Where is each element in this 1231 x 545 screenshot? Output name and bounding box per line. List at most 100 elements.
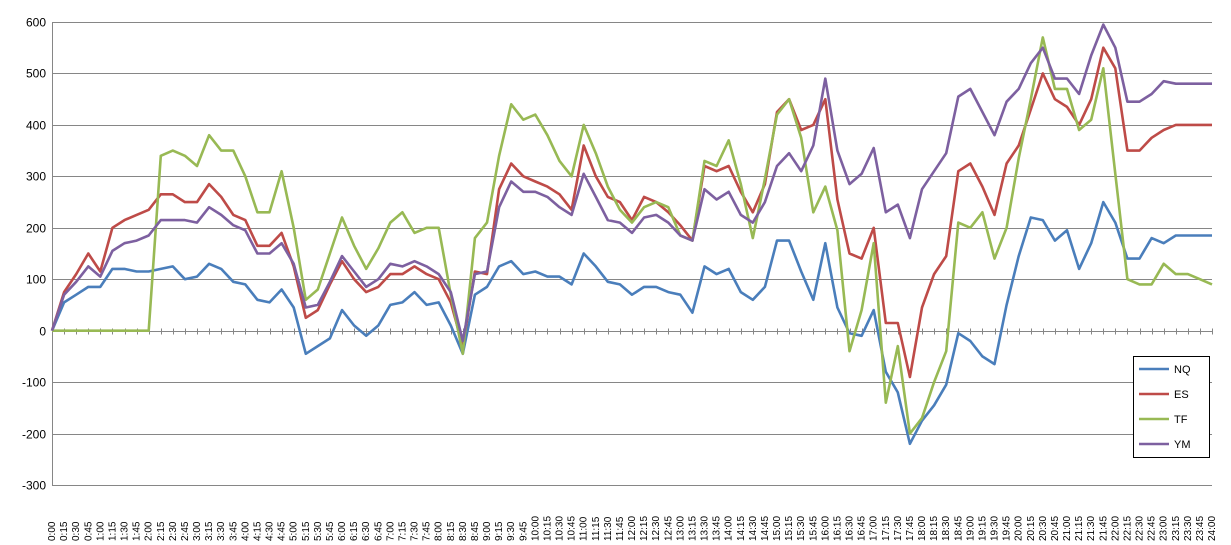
x-tick-label: 13:30 (700, 516, 711, 541)
x-tick-label: 18:00 (917, 516, 928, 541)
legend: NQ ES TF YM (1133, 356, 1210, 458)
x-axis: 0:00 0:15 0:30 0:45 1:00 1:15 1:30 1:45 2:00 2:15… (47, 328, 1218, 541)
x-tick-label: 16:15 (832, 516, 843, 541)
x-tick-label: 4:30 (265, 521, 276, 541)
x-tick-label: 15:15 (784, 516, 795, 541)
x-tick-label: 4:00 (240, 521, 251, 541)
x-tick-label: 12:45 (663, 516, 674, 541)
x-tick-label: 5:00 (289, 521, 300, 541)
x-tick-label: 13:45 (712, 516, 723, 541)
x-tick-label: 20:15 (1026, 516, 1037, 541)
x-tick-label: 17:30 (893, 516, 904, 541)
x-tick-label: 0:45 (83, 521, 94, 541)
x-tick-label: 15:45 (808, 516, 819, 541)
x-tick-label: 2:15 (156, 521, 167, 541)
x-tick-label: 7:15 (397, 521, 408, 541)
series-line-tf (52, 36, 1213, 435)
x-tick-label: 7:30 (410, 521, 421, 541)
series-line-es (50, 46, 1212, 379)
x-tick-label: 9:15 (494, 521, 505, 541)
x-tick-label: 5:30 (313, 521, 324, 541)
x-tick-label: 17:15 (881, 516, 892, 541)
x-tick-label: 0:15 (59, 521, 70, 541)
x-tick-label: 22:30 (1135, 516, 1146, 541)
y-tick-label: 600 (26, 16, 46, 30)
x-tick-label: 1:30 (120, 521, 131, 541)
x-tick-label: 19:00 (965, 516, 976, 541)
y-tick-label: 300 (26, 170, 46, 184)
x-tick-label: 14:45 (760, 516, 771, 541)
x-tick-label: 2:00 (144, 521, 155, 541)
legend-label: ES (1174, 389, 1189, 401)
x-tick-label: 9:00 (482, 521, 493, 541)
x-tick-label: 23:45 (1195, 516, 1206, 541)
y-axis: -300 -200 -100 0 100 200 300 400 500 600 (22, 16, 53, 493)
x-tick-label: 10:15 (542, 516, 553, 541)
x-tick-label: 6:45 (373, 521, 384, 541)
x-tick-label: 14:30 (748, 516, 759, 541)
legend-box (1133, 356, 1210, 458)
x-tick-label: 4:15 (252, 521, 263, 541)
x-tick-label: 13:00 (675, 516, 686, 541)
x-tick-label: 9:45 (518, 521, 529, 541)
x-tick-label: 16:00 (820, 516, 831, 541)
x-tick-label: 15:00 (772, 516, 783, 541)
x-tick-label: 18:15 (929, 516, 940, 541)
x-tick-label: 3:30 (216, 521, 227, 541)
x-tick-label: 23:15 (1171, 516, 1182, 541)
series-line-nq (50, 200, 1212, 446)
x-tick-label: 22:00 (1110, 516, 1121, 541)
x-tick-label: 11:00 (579, 516, 590, 541)
x-tick-label: 21:30 (1086, 516, 1097, 541)
x-tick-label: 8:00 (434, 521, 445, 541)
y-tick-label: -200 (22, 428, 46, 442)
y-tick-label: -300 (22, 479, 46, 493)
x-tick-label: 16:30 (845, 516, 856, 541)
y-tick-label: -100 (22, 376, 46, 390)
legend-label: NQ (1174, 364, 1191, 376)
x-tick-label: 10:45 (567, 516, 578, 541)
x-tick-label: 11:15 (591, 516, 602, 541)
y-tick-label: 500 (26, 67, 46, 81)
x-tick-label: 15:30 (796, 516, 807, 541)
x-tick-label: 0:30 (71, 521, 82, 541)
x-tick-label: 20:45 (1050, 516, 1061, 541)
x-tick-label: 22:15 (1122, 516, 1133, 541)
x-tick-label: 21:00 (1062, 516, 1073, 541)
legend-label: TF (1174, 414, 1188, 426)
x-tick-label: 9:30 (506, 521, 517, 541)
x-tick-label: 6:15 (349, 521, 360, 541)
x-tick-label: 3:45 (228, 521, 239, 541)
x-tick-label: 19:45 (1002, 516, 1013, 541)
x-tick-label: 20:30 (1038, 516, 1049, 541)
y-tick-label: 400 (26, 119, 46, 133)
x-tick-label: 21:15 (1074, 516, 1085, 541)
x-tick-label: 12:15 (639, 516, 650, 541)
x-tick-label: 8:30 (458, 521, 469, 541)
x-tick-label: 10:30 (555, 516, 566, 541)
series-line-ym (50, 23, 1212, 343)
y-tick-label: 100 (26, 273, 46, 287)
x-tick-label: 1:45 (132, 521, 143, 541)
x-tick-label: 7:00 (385, 521, 396, 541)
x-tick-label: 11:30 (603, 516, 614, 541)
x-tick-label: 18:30 (941, 516, 952, 541)
x-tick-label: 14:00 (724, 516, 735, 541)
x-tick-label: 6:00 (337, 521, 348, 541)
x-tick-label: 5:15 (301, 521, 312, 541)
x-tick-label: 8:15 (446, 521, 457, 541)
x-tick-label: 3:00 (192, 521, 203, 541)
x-tick-label: 13:15 (687, 516, 698, 541)
x-tick-label: 3:15 (204, 521, 215, 541)
x-tick-label: 5:45 (325, 521, 336, 541)
x-tick-label: 2:45 (180, 521, 191, 541)
x-tick-label: 7:45 (422, 521, 433, 541)
x-tick-label: 14:15 (736, 516, 747, 541)
y-tick-label: 0 (39, 325, 46, 339)
x-tick-label: 6:30 (361, 521, 372, 541)
x-tick-label: 12:30 (651, 516, 662, 541)
x-tick-label: 19:30 (990, 516, 1001, 541)
x-tick-label: 0:00 (47, 521, 58, 541)
x-tick-label: 24:00 (1207, 516, 1218, 541)
